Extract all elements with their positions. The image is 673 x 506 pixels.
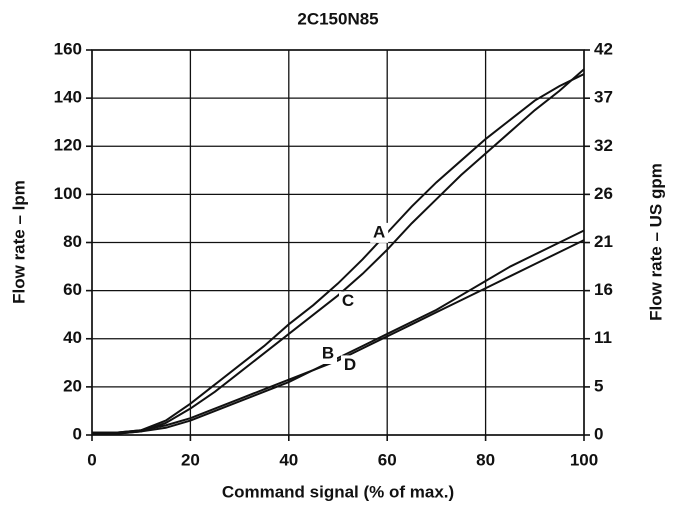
series-label: B	[322, 343, 334, 362]
y2-tick-label: 21	[594, 232, 613, 251]
series-line	[92, 68, 585, 435]
label-gap	[339, 291, 357, 312]
y2-tick-label: 5	[594, 376, 603, 395]
y-tick-label: 160	[54, 39, 82, 58]
y2-tick-label: 11	[594, 328, 612, 347]
x-tick-label: 0	[87, 450, 96, 469]
y2-tick-label: 16	[594, 280, 613, 299]
chart-title: 2C150N85	[297, 9, 378, 28]
label-gap	[370, 222, 389, 243]
y2-tick-label: 0	[594, 424, 603, 443]
x-tick-label: 40	[279, 450, 298, 469]
y2-axis-label: Flow rate – US gpm	[646, 163, 665, 321]
y2-tick-label: 32	[594, 136, 613, 155]
y-tick-label: 140	[54, 88, 82, 107]
series-line	[92, 229, 585, 434]
series-line	[92, 239, 585, 435]
x-axis-label: Command signal (% of max.)	[222, 482, 454, 501]
x-tick-label: 20	[181, 450, 200, 469]
series-label: A	[373, 222, 385, 241]
plot-frame	[91, 49, 585, 436]
x-tick-label: 100	[570, 450, 598, 469]
x-tick-label: 60	[378, 450, 397, 469]
y2-tick-label: 37	[594, 88, 613, 107]
y2-tick-label: 26	[594, 184, 613, 203]
series-line	[92, 73, 585, 434]
y-axis-label: Flow rate – lpm	[9, 180, 28, 304]
series-label: D	[344, 355, 356, 374]
label-gap	[319, 344, 337, 364]
y-tick-label: 0	[73, 424, 82, 443]
y-tick-label: 60	[63, 280, 82, 299]
y2-tick-label: 42	[594, 39, 613, 58]
label-gap	[341, 355, 359, 376]
y-tick-label: 100	[54, 184, 82, 203]
x-tick-label: 80	[476, 450, 495, 469]
y-tick-label: 20	[63, 376, 82, 395]
y-tick-label: 40	[63, 328, 82, 347]
y-tick-label: 120	[54, 136, 82, 155]
y-tick-label: 80	[63, 232, 82, 251]
series-label: C	[342, 291, 354, 310]
